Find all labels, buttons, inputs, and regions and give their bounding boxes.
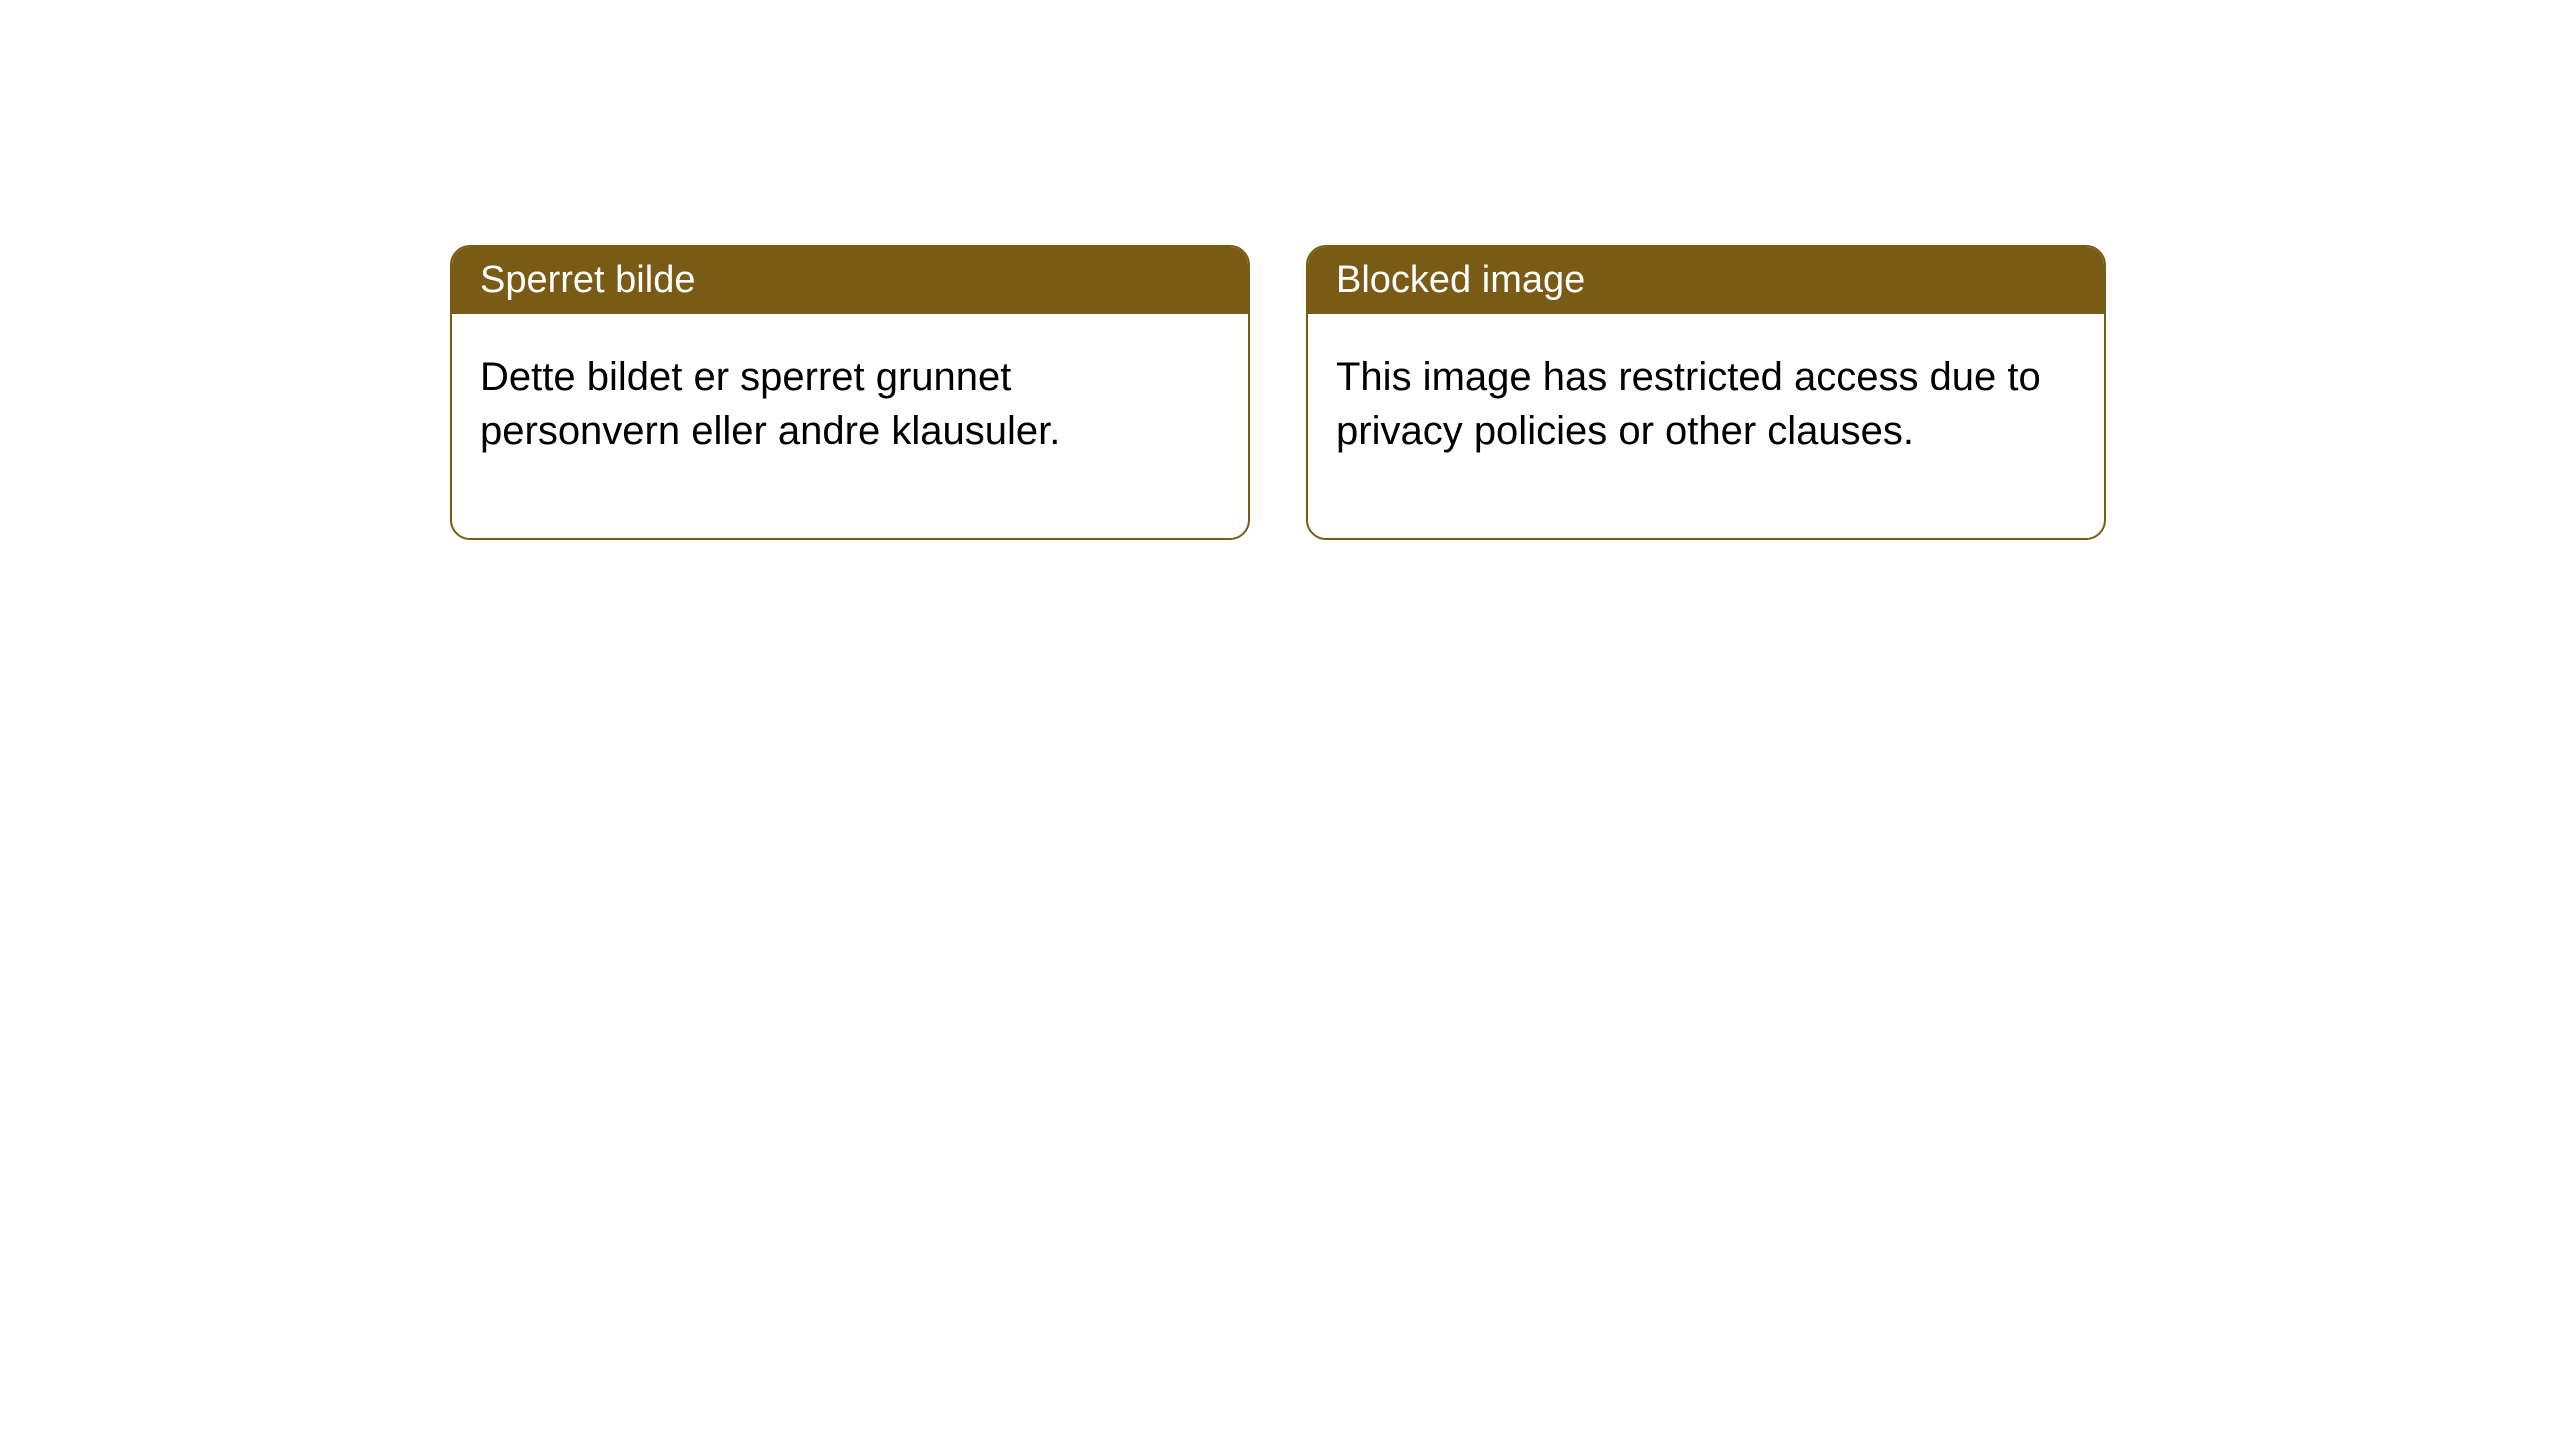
notice-card-norwegian: Sperret bilde Dette bildet er sperret gr…	[450, 245, 1250, 540]
notice-body: This image has restricted access due to …	[1308, 314, 2104, 538]
notice-title: Blocked image	[1308, 247, 2104, 314]
notice-body: Dette bildet er sperret grunnet personve…	[452, 314, 1248, 538]
notice-card-english: Blocked image This image has restricted …	[1306, 245, 2106, 540]
notice-title: Sperret bilde	[452, 247, 1248, 314]
notice-container: Sperret bilde Dette bildet er sperret gr…	[450, 245, 2106, 540]
